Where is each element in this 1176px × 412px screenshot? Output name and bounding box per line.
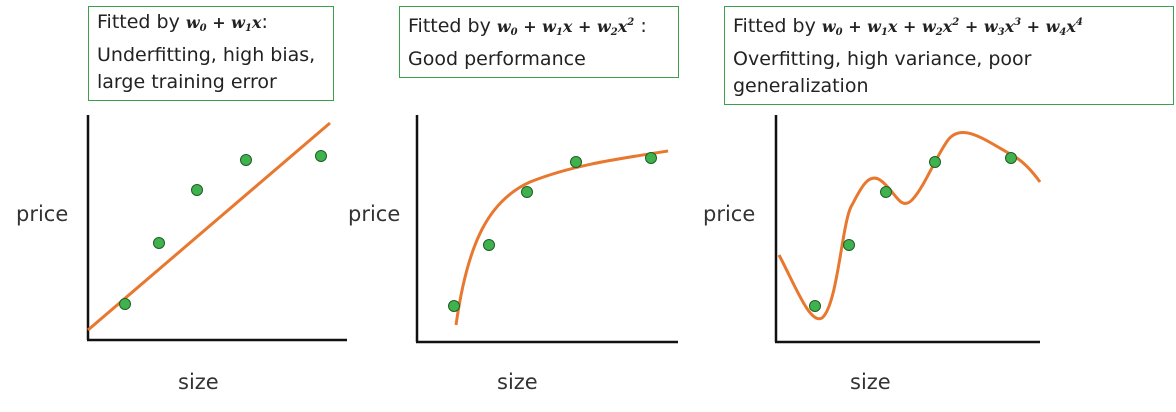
data-point (570, 156, 582, 168)
data-point (521, 186, 533, 198)
data-point (1005, 152, 1017, 164)
plot-linear (86, 115, 347, 342)
description-box: Fitted by w0 + w1x + w2x2 : Good perform… (399, 6, 679, 78)
formula-line: Fitted by w0 + w1x: (97, 9, 325, 42)
data-point (119, 298, 131, 310)
description-line-1: Overfitting, high variance, poor (733, 48, 1032, 70)
x-axis-label: size (497, 370, 538, 394)
fit-label: Fitted by (408, 15, 491, 37)
fit-label: Fitted by (733, 15, 816, 37)
formula: w0 + w1x + w2x2 + w3x3 + w4x4 (821, 17, 1083, 38)
fitted-curve (777, 130, 1042, 321)
data-point (645, 152, 657, 164)
formula-suffix: : (261, 11, 268, 33)
data-point (483, 239, 495, 251)
panel-underfitting: Fitted by w0 + w1x: Underfitting, high b… (0, 0, 380, 412)
description-box: Fitted by w0 + w1x: Underfitting, high b… (88, 6, 334, 101)
data-point (240, 154, 252, 166)
panel-good-fit: Fitted by w0 + w1x + w2x2 : Good perform… (348, 6, 679, 394)
data-point (809, 300, 821, 312)
formula-line: Fitted by w0 + w1x + w2x2 + w3x3 + w4x4 (733, 9, 1165, 46)
description-line-1: Underfitting, high bias, (97, 44, 316, 66)
formula-suffix: : (640, 15, 647, 37)
x-axis-label: size (178, 370, 219, 394)
formula-line: Fitted by w0 + w1x + w2x2 : (408, 9, 670, 46)
data-point (880, 186, 892, 198)
x-axis-label: size (850, 370, 891, 394)
data-point (929, 156, 941, 168)
fit-label: Fitted by (97, 11, 180, 33)
data-point (315, 150, 327, 162)
y-axis-label: price (703, 202, 756, 226)
fitted-line (87, 121, 331, 332)
data-point (448, 300, 460, 312)
data-point (191, 184, 203, 196)
description-box: Fitted by w0 + w1x + w2x2 + w3x3 + w4x4 … (724, 6, 1174, 105)
formula: w0 + w1x + w2x2 (496, 17, 635, 38)
y-axis-label: price (16, 202, 69, 226)
plot-quadratic (415, 115, 678, 344)
description-line-2: generalization (733, 75, 869, 97)
data-point (153, 237, 165, 249)
description-line-2: large training error (97, 71, 277, 93)
data-point (843, 239, 855, 251)
formula: w0 + w1x (185, 13, 262, 34)
y-axis-label: price (348, 202, 401, 226)
description-line-1: Good performance (408, 48, 586, 70)
fitted-curve (454, 149, 669, 326)
